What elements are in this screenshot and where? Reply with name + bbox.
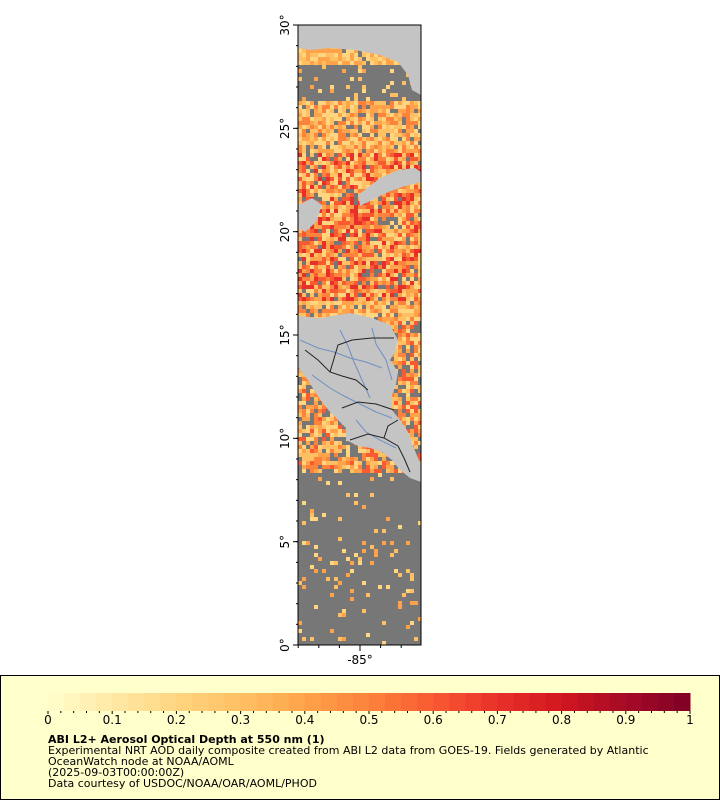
lat-tick-label: 10° — [278, 428, 292, 449]
land-central-america — [298, 313, 421, 482]
colorbar-segment — [577, 693, 595, 711]
lat-tick-label: 5° — [278, 535, 292, 549]
colorbar-segment — [288, 693, 306, 711]
colorbar-segment — [417, 693, 434, 711]
colorbar-segment — [128, 693, 145, 711]
legend-date: (2025-09-03T00:00:00Z) — [48, 766, 185, 779]
land-cuba — [358, 168, 421, 206]
latitude-axis: 0° 5° 10° 15° 20° 25° 30° — [278, 14, 298, 652]
rivers — [299, 327, 397, 449]
colorbar-segment — [96, 693, 113, 711]
map-figure: 0° 5° 10° 15° 20° 25° 30° -85° — [278, 14, 422, 667]
country-borders — [304, 337, 411, 473]
colorbar-segment — [529, 693, 547, 711]
colorbar-tick-label: 0.6 — [424, 713, 443, 727]
colorbar-segment — [64, 693, 81, 711]
lat-tick-label: 30° — [278, 14, 292, 35]
colorbar-tick-label: 0.3 — [231, 713, 250, 727]
colorbar-tick-label: 1 — [686, 713, 694, 727]
colorbar-segment — [641, 693, 659, 711]
colorbar-segment — [561, 693, 579, 711]
lat-tick-label: 25° — [278, 118, 292, 139]
colorbar-segment — [272, 693, 290, 711]
lat-tick-label: 20° — [278, 221, 292, 242]
legend-credit: Data courtesy of USDOC/NOAA/OAR/AOML/PHO… — [48, 777, 317, 790]
colorbar-segment — [609, 693, 627, 711]
colorbar-segment — [176, 693, 193, 711]
colorbar-segment — [593, 693, 611, 711]
colorbar-segment — [304, 693, 322, 711]
colorbar-segment — [160, 693, 177, 711]
colorbar-segment — [352, 693, 370, 711]
colorbar-segment — [673, 693, 691, 711]
legend-panel: 0 0.1 0.2 0.3 0.4 0.5 0.6 0.7 0.8 0.9 1 ABI L2+ Ae… — [0, 675, 720, 800]
colorbar-segment — [497, 693, 514, 711]
colorbar-segment — [208, 693, 226, 711]
colorbar-segment — [625, 693, 643, 711]
colorbar-tick-label: 0.5 — [359, 713, 378, 727]
colorbar-tick-label: 0.2 — [167, 713, 186, 727]
colorbar-segment — [369, 693, 386, 711]
colorbar-tick-label: 0.7 — [488, 713, 507, 727]
colorbar-segment — [481, 693, 498, 711]
land-north-gulf-coast — [298, 25, 421, 95]
longitude-axis: -85° — [297, 645, 402, 667]
colorbar-segment — [256, 693, 274, 711]
colorbar-tick-label: 0.4 — [295, 713, 314, 727]
colorbar-tick-label: 0.9 — [616, 713, 635, 727]
colorbar-segment — [112, 693, 129, 711]
colorbar-segment — [224, 693, 242, 711]
legend-description-line1: Experimental NRT AOD daily composite cre… — [48, 744, 649, 757]
land-yucatan-florida — [298, 198, 322, 232]
colorbar: 0 0.1 0.2 0.3 0.4 0.5 0.6 0.7 0.8 0.9 1 — [44, 693, 694, 727]
colorbar-segment — [320, 693, 338, 711]
colorbar-segment — [144, 693, 161, 711]
colorbar-segment — [240, 693, 258, 711]
colorbar-segment — [80, 693, 97, 711]
colorbar-tick-label: 0 — [44, 713, 52, 727]
colorbar-segment — [465, 693, 482, 711]
legend-title: ABI L2+ Aerosol Optical Depth at 550 nm … — [48, 733, 325, 746]
colorbar-segment — [48, 693, 65, 711]
colorbar-segment — [545, 693, 563, 711]
colorbar-tick-label: 0.1 — [103, 713, 122, 727]
colorbar-segment — [401, 693, 418, 711]
colorbar-segment — [192, 693, 209, 711]
lon-tick-label: -85° — [347, 653, 373, 667]
colorbar-segment — [433, 693, 450, 711]
lat-tick-label: 15° — [278, 324, 292, 345]
colorbar-segment — [336, 693, 354, 711]
colorbar-segment — [449, 693, 466, 711]
colorbar-segment — [513, 693, 530, 711]
colorbar-segment — [385, 693, 402, 711]
lat-tick-label: 0° — [278, 638, 292, 652]
legend-description-line2: OceanWatch node at NOAA/AOML — [48, 755, 234, 768]
colorbar-segment — [657, 693, 675, 711]
colorbar-tick-label: 0.8 — [552, 713, 571, 727]
